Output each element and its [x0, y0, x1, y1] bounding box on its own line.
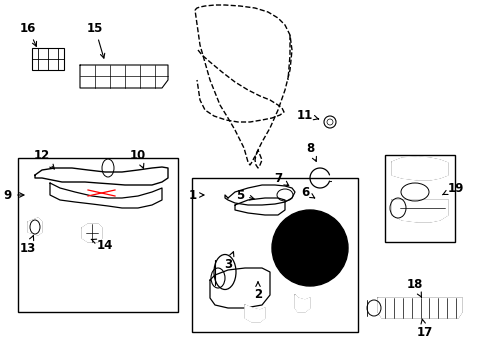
Polygon shape	[50, 183, 162, 208]
Text: 7: 7	[273, 171, 288, 186]
Text: 3: 3	[224, 252, 233, 271]
Polygon shape	[82, 224, 102, 242]
Polygon shape	[28, 218, 42, 235]
Polygon shape	[391, 200, 447, 222]
Polygon shape	[35, 167, 168, 185]
Polygon shape	[294, 295, 309, 312]
Polygon shape	[235, 198, 285, 215]
Text: 13: 13	[20, 235, 36, 255]
Text: 14: 14	[91, 239, 113, 252]
Text: 10: 10	[130, 149, 146, 168]
Bar	[192, 178, 357, 332]
Text: 8: 8	[305, 141, 316, 161]
Bar	[384, 155, 454, 242]
Text: 5: 5	[235, 189, 254, 202]
Polygon shape	[377, 298, 461, 318]
Text: 2: 2	[253, 282, 262, 302]
Circle shape	[271, 210, 347, 286]
Text: 12: 12	[34, 149, 54, 169]
Text: 19: 19	[442, 181, 463, 195]
Polygon shape	[209, 268, 269, 308]
Polygon shape	[244, 305, 264, 322]
Text: 17: 17	[416, 319, 432, 338]
Text: 9: 9	[4, 189, 24, 202]
Text: 16: 16	[20, 22, 37, 46]
Text: 1: 1	[188, 189, 203, 202]
Text: 18: 18	[406, 279, 422, 297]
Text: 6: 6	[300, 185, 314, 198]
Polygon shape	[391, 157, 447, 180]
Text: 4: 4	[300, 249, 310, 269]
Bar	[18, 158, 178, 312]
Text: 11: 11	[296, 108, 318, 122]
Text: 15: 15	[87, 22, 104, 58]
Polygon shape	[224, 185, 294, 205]
Bar	[32, 48, 64, 70]
